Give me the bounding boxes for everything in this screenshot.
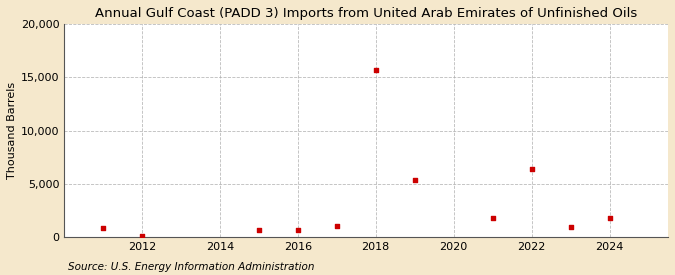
- Point: [409, 178, 420, 182]
- Point: [604, 216, 615, 220]
- Y-axis label: Thousand Barrels: Thousand Barrels: [7, 82, 17, 179]
- Text: Source: U.S. Energy Information Administration: Source: U.S. Energy Information Administ…: [68, 262, 314, 272]
- Point: [292, 228, 303, 232]
- Point: [253, 228, 264, 232]
- Point: [526, 167, 537, 171]
- Point: [331, 224, 342, 228]
- Point: [565, 224, 576, 229]
- Point: [97, 226, 108, 230]
- Point: [371, 68, 381, 72]
- Point: [136, 234, 147, 238]
- Point: [487, 216, 498, 220]
- Title: Annual Gulf Coast (PADD 3) Imports from United Arab Emirates of Unfinished Oils: Annual Gulf Coast (PADD 3) Imports from …: [95, 7, 637, 20]
